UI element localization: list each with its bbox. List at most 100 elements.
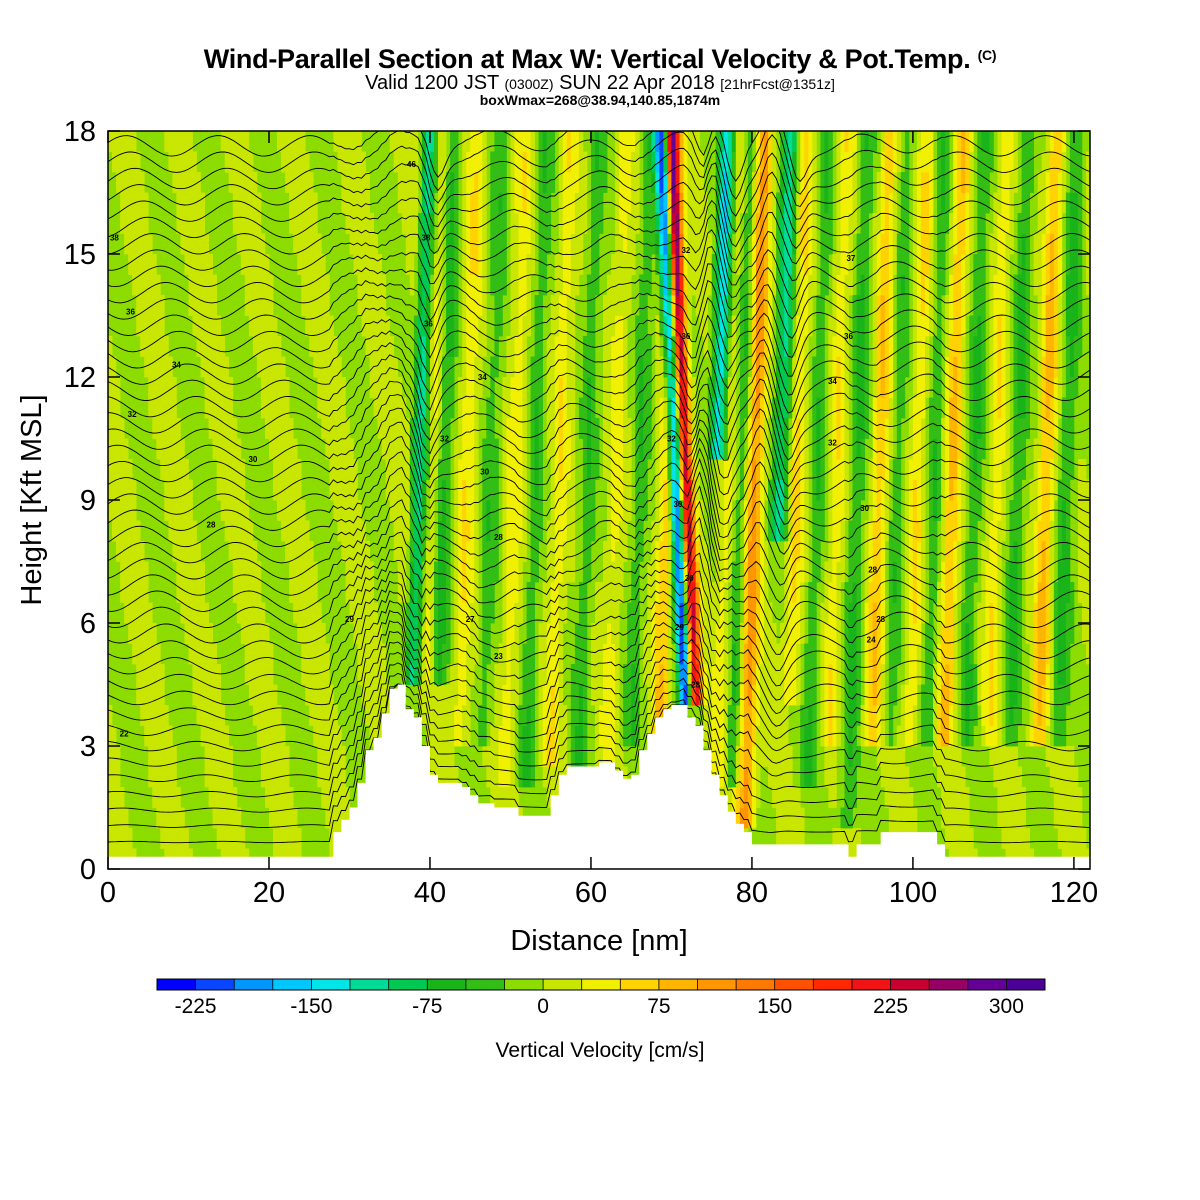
w-cell [888,746,894,767]
w-cell [156,705,161,726]
w-cell [434,602,439,624]
w-cell [216,336,222,357]
w-cell [912,664,918,685]
w-cell [687,664,692,685]
w-cell [852,582,857,603]
w-cell [462,274,467,296]
w-cell [840,213,845,234]
w-cell [941,746,946,767]
w-cell [929,459,934,480]
w-cell [458,479,463,501]
w-cell [703,725,708,747]
w-cell [550,684,556,706]
w-cell [164,705,169,726]
w-cell [651,602,656,624]
w-cell [160,295,165,316]
w-cell [474,213,479,234]
w-cell [655,479,660,501]
w-cell [566,500,572,521]
w-cell [643,500,648,521]
w-cell [349,520,354,542]
w-cell [824,705,829,726]
w-cell [896,623,902,644]
w-cell [639,479,644,501]
chart-title: Wind-Parallel Section at Max W: Vertical… [0,44,1200,75]
w-cell [731,725,737,747]
w-cell [864,643,869,665]
w-cell [804,438,809,460]
w-cell [868,192,873,214]
w-cell [224,828,230,849]
w-cell [393,520,399,542]
w-cell [313,561,318,583]
w-cell [582,500,588,521]
w-cell [776,336,781,357]
w-cell [756,520,761,542]
w-cell [413,151,419,173]
w-cell [848,602,853,624]
w-cell [872,213,878,234]
w-cell [896,561,902,583]
w-cell [715,500,721,521]
w-cell [751,336,757,357]
w-cell [888,315,894,337]
w-cell [784,356,789,378]
w-cell [570,520,576,542]
w-cell [148,233,153,255]
w-cell [647,418,652,439]
w-cell [828,766,833,788]
w-cell [683,459,688,480]
w-cell [341,397,346,419]
w-cell [232,520,238,542]
w-cell [747,377,753,398]
w-cell [760,151,765,173]
w-cell [848,131,853,152]
w-cell [832,828,837,849]
w-cell [603,172,608,193]
w-cell [188,254,193,275]
w-cell [309,192,314,214]
w-cell [377,664,382,685]
w-cell [929,561,934,583]
w-cell [526,705,531,726]
w-cell [168,766,173,788]
w-cell [643,418,648,439]
w-cell [425,582,431,603]
w-cell [784,192,789,214]
w-cell [727,131,733,152]
w-cell [466,377,471,398]
w-cell [136,643,141,665]
w-cell [558,705,564,726]
w-cell [832,725,837,747]
w-cell [635,377,640,398]
w-cell [719,766,725,788]
w-cell [687,582,692,603]
w-cell [490,151,495,173]
w-cell [808,315,813,337]
w-cell [256,233,262,255]
w-cell [921,172,926,193]
w-cell [546,336,552,357]
w-cell [715,356,721,378]
w-cell [925,684,930,706]
w-cell [929,131,934,152]
w-cell [136,295,141,316]
w-cell [933,336,938,357]
w-cell [792,828,797,849]
w-cell [325,295,330,316]
w-cell [293,561,298,583]
w-cell [768,520,773,542]
w-cell [498,766,503,788]
w-cell [120,438,125,460]
w-cell [474,520,479,542]
w-cell [188,151,193,173]
w-cell [474,541,479,562]
w-cell [776,418,781,439]
w-cell [715,520,721,542]
w-cell [550,520,556,542]
w-cell [655,541,660,562]
w-cell [482,459,487,480]
w-cell [333,479,338,501]
w-cell [510,725,515,747]
w-cell [840,233,845,255]
